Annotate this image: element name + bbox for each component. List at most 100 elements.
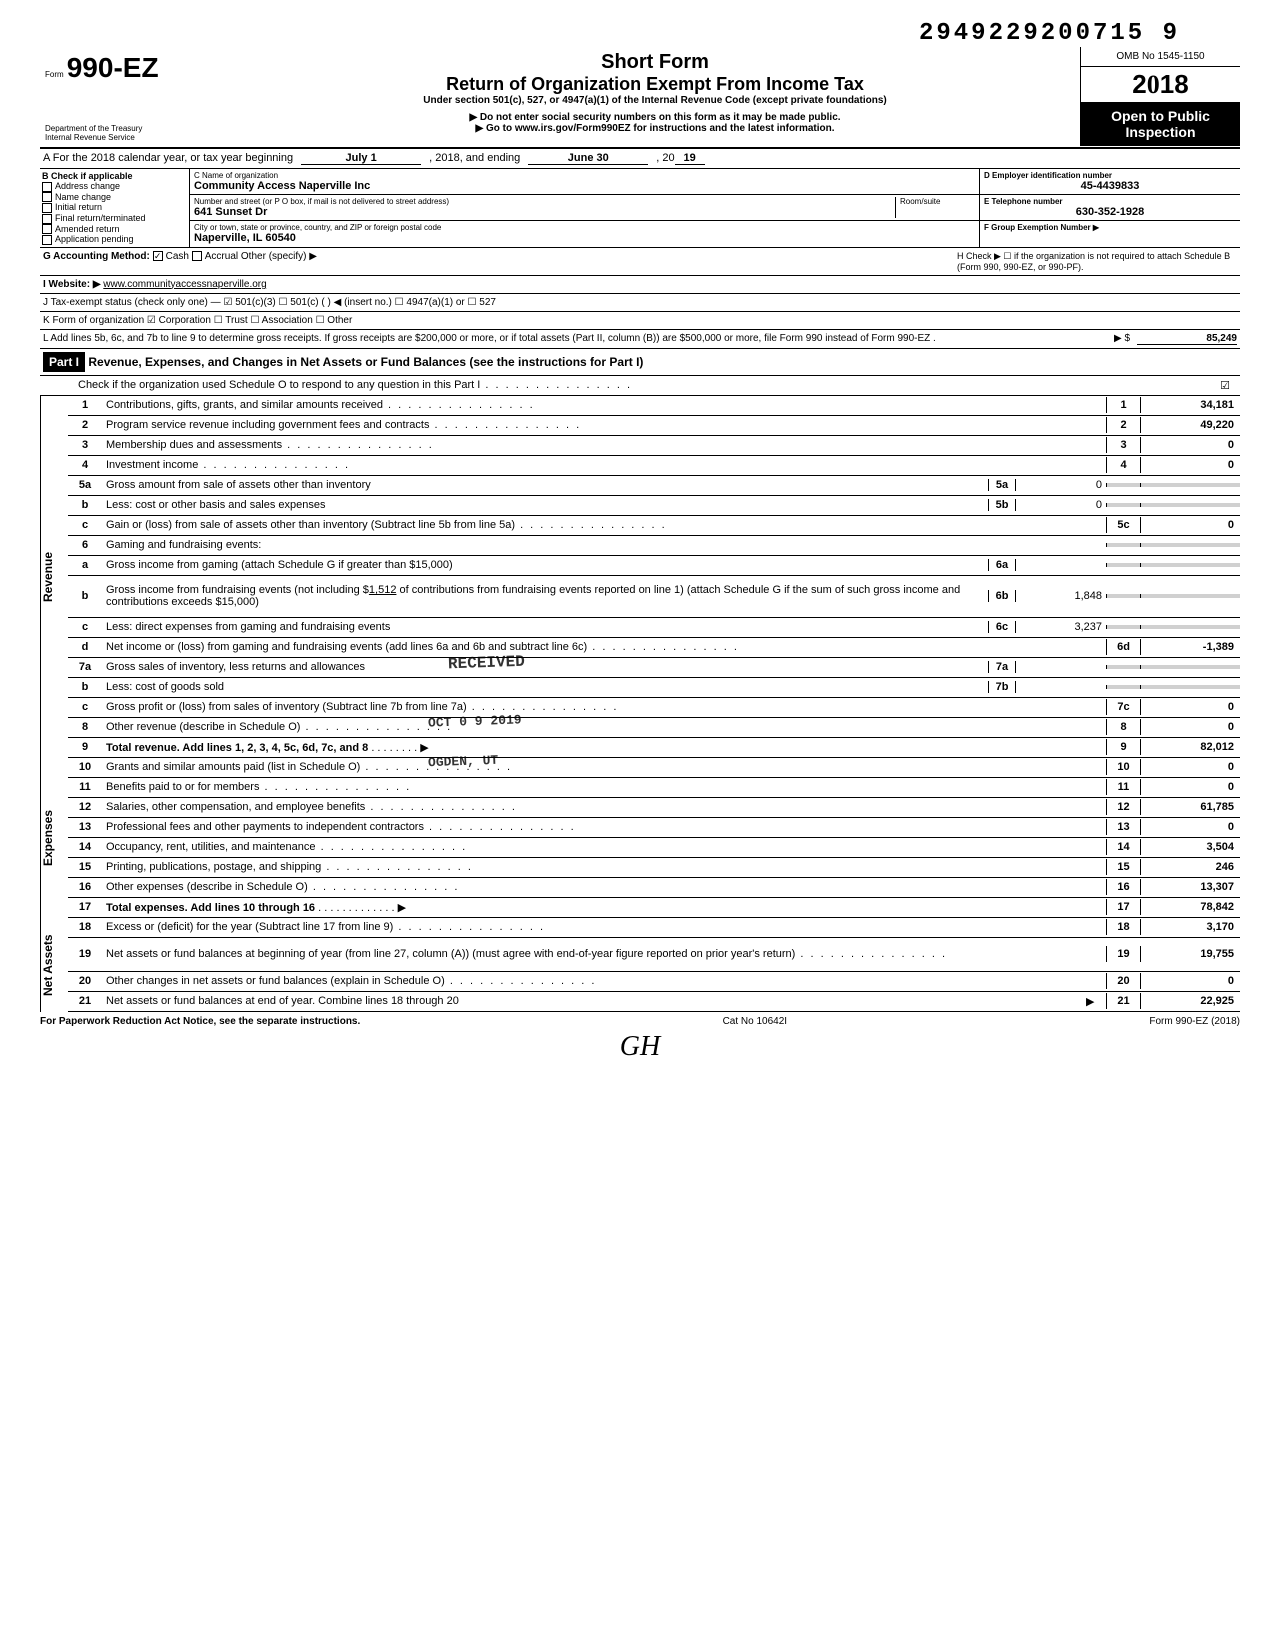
address-label: Number and street (or P O box, if mail i… bbox=[194, 197, 895, 206]
section-bcdef: B Check if applicable Address change Nam… bbox=[40, 169, 1240, 248]
cb-initial-return[interactable]: Initial return bbox=[42, 202, 187, 213]
footer-mid: Cat No 10642I bbox=[723, 1016, 788, 1027]
form-number: 990-EZ bbox=[67, 52, 159, 83]
page-footer: For Paperwork Reduction Act Notice, see … bbox=[40, 1012, 1240, 1031]
cb-address-change[interactable]: Address change bbox=[42, 181, 187, 192]
ein: 45-4439833 bbox=[984, 180, 1236, 192]
org-name: Community Access Naperville Inc bbox=[194, 180, 975, 192]
schedule-o-checkbox[interactable]: ☑ bbox=[1210, 379, 1240, 392]
omb-number: OMB No 1545-1150 bbox=[1081, 47, 1240, 67]
line-12: 12Salaries, other compensation, and empl… bbox=[68, 798, 1240, 818]
line-5c: cGain or (loss) from sale of assets othe… bbox=[68, 516, 1240, 536]
city: Naperville, IL 60540 bbox=[194, 232, 975, 244]
line-7b: bLess: cost of goods sold 7b bbox=[68, 678, 1240, 698]
row-h: H Check ▶ ☐ if the organization is not r… bbox=[957, 251, 1237, 272]
line-5b: bLess: cost or other basis and sales exp… bbox=[68, 496, 1240, 516]
document-locator-number: 2949229200715 9 bbox=[40, 20, 1240, 47]
line-6d: dNet income or (loss) from gaming and fu… bbox=[68, 638, 1240, 658]
dept-treasury: Department of the Treasury bbox=[45, 124, 225, 133]
col-def: D Employer identification number 45-4439… bbox=[980, 169, 1240, 247]
col-c-org-info: C Name of organization Community Access … bbox=[190, 169, 980, 247]
subtitle: Under section 501(c), 527, or 4947(a)(1)… bbox=[240, 95, 1070, 106]
line-20: 20Other changes in net assets or fund ba… bbox=[68, 972, 1240, 992]
short-form-title: Short Form bbox=[240, 51, 1070, 74]
ein-label: D Employer identification number bbox=[984, 171, 1236, 180]
ogden-stamp: OGDEN, UT bbox=[428, 753, 499, 770]
right-header-box: OMB No 1545-1150 20201818 Open to Public… bbox=[1080, 47, 1240, 146]
sidebar-revenue: Revenue bbox=[40, 396, 68, 758]
cb-cash[interactable] bbox=[153, 251, 163, 261]
title-box: Short Form Return of Organization Exempt… bbox=[230, 47, 1080, 138]
dept-irs: Internal Revenue Service bbox=[45, 133, 225, 142]
col-b-header: B Check if applicable bbox=[42, 171, 187, 181]
line-6b: b Gross income from fundraising events (… bbox=[68, 576, 1240, 618]
line-7c: cGross profit or (loss) from sales of in… bbox=[68, 698, 1240, 718]
line-17: 17Total expenses. Add lines 10 through 1… bbox=[68, 898, 1240, 918]
telephone: 630-352-1928 bbox=[984, 206, 1236, 218]
cb-amended-return[interactable]: Amended return bbox=[42, 224, 187, 235]
row-g-accounting: G Accounting Method: Cash Accrual Other … bbox=[40, 248, 1240, 276]
website-label: I Website: ▶ bbox=[43, 279, 101, 290]
line-11: 11Benefits paid to or for members 110 bbox=[68, 778, 1240, 798]
city-label: City or town, state or province, country… bbox=[194, 223, 975, 232]
schedule-o-text: Check if the organization used Schedule … bbox=[74, 377, 1210, 393]
part1-header-row: Part I Revenue, Expenses, and Changes in… bbox=[40, 349, 1240, 376]
part1-schedule-o-check: Check if the organization used Schedule … bbox=[40, 376, 1240, 396]
address: 641 Sunset Dr bbox=[194, 206, 895, 218]
cb-final-return[interactable]: Final return/terminated bbox=[42, 213, 187, 224]
ssn-warning: ▶ Do not enter social security numbers o… bbox=[240, 112, 1070, 123]
line-14: 14Occupancy, rent, utilities, and mainte… bbox=[68, 838, 1240, 858]
part1-label: Part I bbox=[43, 352, 85, 372]
cb-name-change[interactable]: Name change bbox=[42, 192, 187, 203]
tax-year-begin: July 1 bbox=[301, 152, 421, 165]
row-k-form-org: K Form of organization ☑ Corporation ☐ T… bbox=[40, 312, 1240, 330]
row-l-text: L Add lines 5b, 6c, and 7b to line 9 to … bbox=[43, 333, 1107, 345]
line-6a: aGross income from gaming (attach Schedu… bbox=[68, 556, 1240, 576]
line-4: 4Investment income 40 bbox=[68, 456, 1240, 476]
g-label: G Accounting Method: bbox=[43, 251, 150, 262]
line-6c: cLess: direct expenses from gaming and f… bbox=[68, 618, 1240, 638]
main-title: Return of Organization Exempt From Incom… bbox=[240, 74, 1070, 95]
line-15: 15Printing, publications, postage, and s… bbox=[68, 858, 1240, 878]
line-8: 8Other revenue (describe in Schedule O) … bbox=[68, 718, 1240, 738]
sidebar-expenses: Expenses bbox=[40, 758, 68, 918]
form-number-box: Form 990-EZ Department of the Treasury I… bbox=[40, 47, 230, 147]
room-label: Room/suite bbox=[900, 197, 975, 206]
part1-title: Revenue, Expenses, and Changes in Net As… bbox=[88, 355, 643, 369]
row-j-tax-status: J Tax-exempt status (check only one) — ☑… bbox=[40, 294, 1240, 312]
open-to-public: Open to Public Inspection bbox=[1081, 102, 1240, 146]
line-10: 10Grants and similar amounts paid (list … bbox=[68, 758, 1240, 778]
col-b-checkboxes: B Check if applicable Address change Nam… bbox=[40, 169, 190, 247]
line-6: 6Gaming and fundraising events: bbox=[68, 536, 1240, 556]
sidebar-net-assets: Net Assets bbox=[40, 918, 68, 1012]
part1-lines: Revenue 1Contributions, gifts, grants, a… bbox=[40, 396, 1240, 1012]
website-instruction: ▶ Go to www.irs.gov/Form990EZ for instru… bbox=[240, 123, 1070, 134]
form-word: Form bbox=[45, 70, 64, 79]
line-1: 1Contributions, gifts, grants, and simil… bbox=[68, 396, 1240, 416]
tax-year-yr: 19 bbox=[675, 152, 705, 165]
footer-right: Form 990-EZ (2018) bbox=[1149, 1016, 1240, 1027]
line-3: 3Membership dues and assessments 30 bbox=[68, 436, 1240, 456]
date-stamp: OCT 0 9 2019 bbox=[428, 712, 522, 730]
cb-accrual[interactable] bbox=[192, 251, 202, 261]
row-a-mid: , 2018, and ending bbox=[429, 152, 520, 165]
line-2: 2Program service revenue including gover… bbox=[68, 416, 1240, 436]
line-5a: 5aGross amount from sale of assets other… bbox=[68, 476, 1240, 496]
received-stamp: RECEIVED bbox=[448, 652, 525, 673]
line-21: 21Net assets or fund balances at end of … bbox=[68, 992, 1240, 1012]
line-16: 16Other expenses (describe in Schedule O… bbox=[68, 878, 1240, 898]
tel-label: E Telephone number bbox=[984, 197, 1236, 206]
preparer-initials: GH bbox=[40, 1031, 1240, 1063]
line-19: 19Net assets or fund balances at beginni… bbox=[68, 938, 1240, 972]
row-a-tax-year: A For the 2018 calendar year, or tax yea… bbox=[40, 149, 1240, 169]
row-a-suffix: , 20 bbox=[656, 152, 674, 165]
gross-receipts-amount: 85,249 bbox=[1137, 333, 1237, 345]
line-7a: 7aGross sales of inventory, less returns… bbox=[68, 658, 1240, 678]
footer-left: For Paperwork Reduction Act Notice, see … bbox=[40, 1016, 360, 1027]
cb-application-pending[interactable]: Application pending bbox=[42, 234, 187, 245]
line-9: 9Total revenue. Add lines 1, 2, 3, 4, 5c… bbox=[68, 738, 1240, 758]
form-year: 20201818 bbox=[1081, 67, 1240, 102]
form-header: Form 990-EZ Department of the Treasury I… bbox=[40, 47, 1240, 149]
row-l-gross-receipts: L Add lines 5b, 6c, and 7b to line 9 to … bbox=[40, 330, 1240, 349]
line-13: 13Professional fees and other payments t… bbox=[68, 818, 1240, 838]
